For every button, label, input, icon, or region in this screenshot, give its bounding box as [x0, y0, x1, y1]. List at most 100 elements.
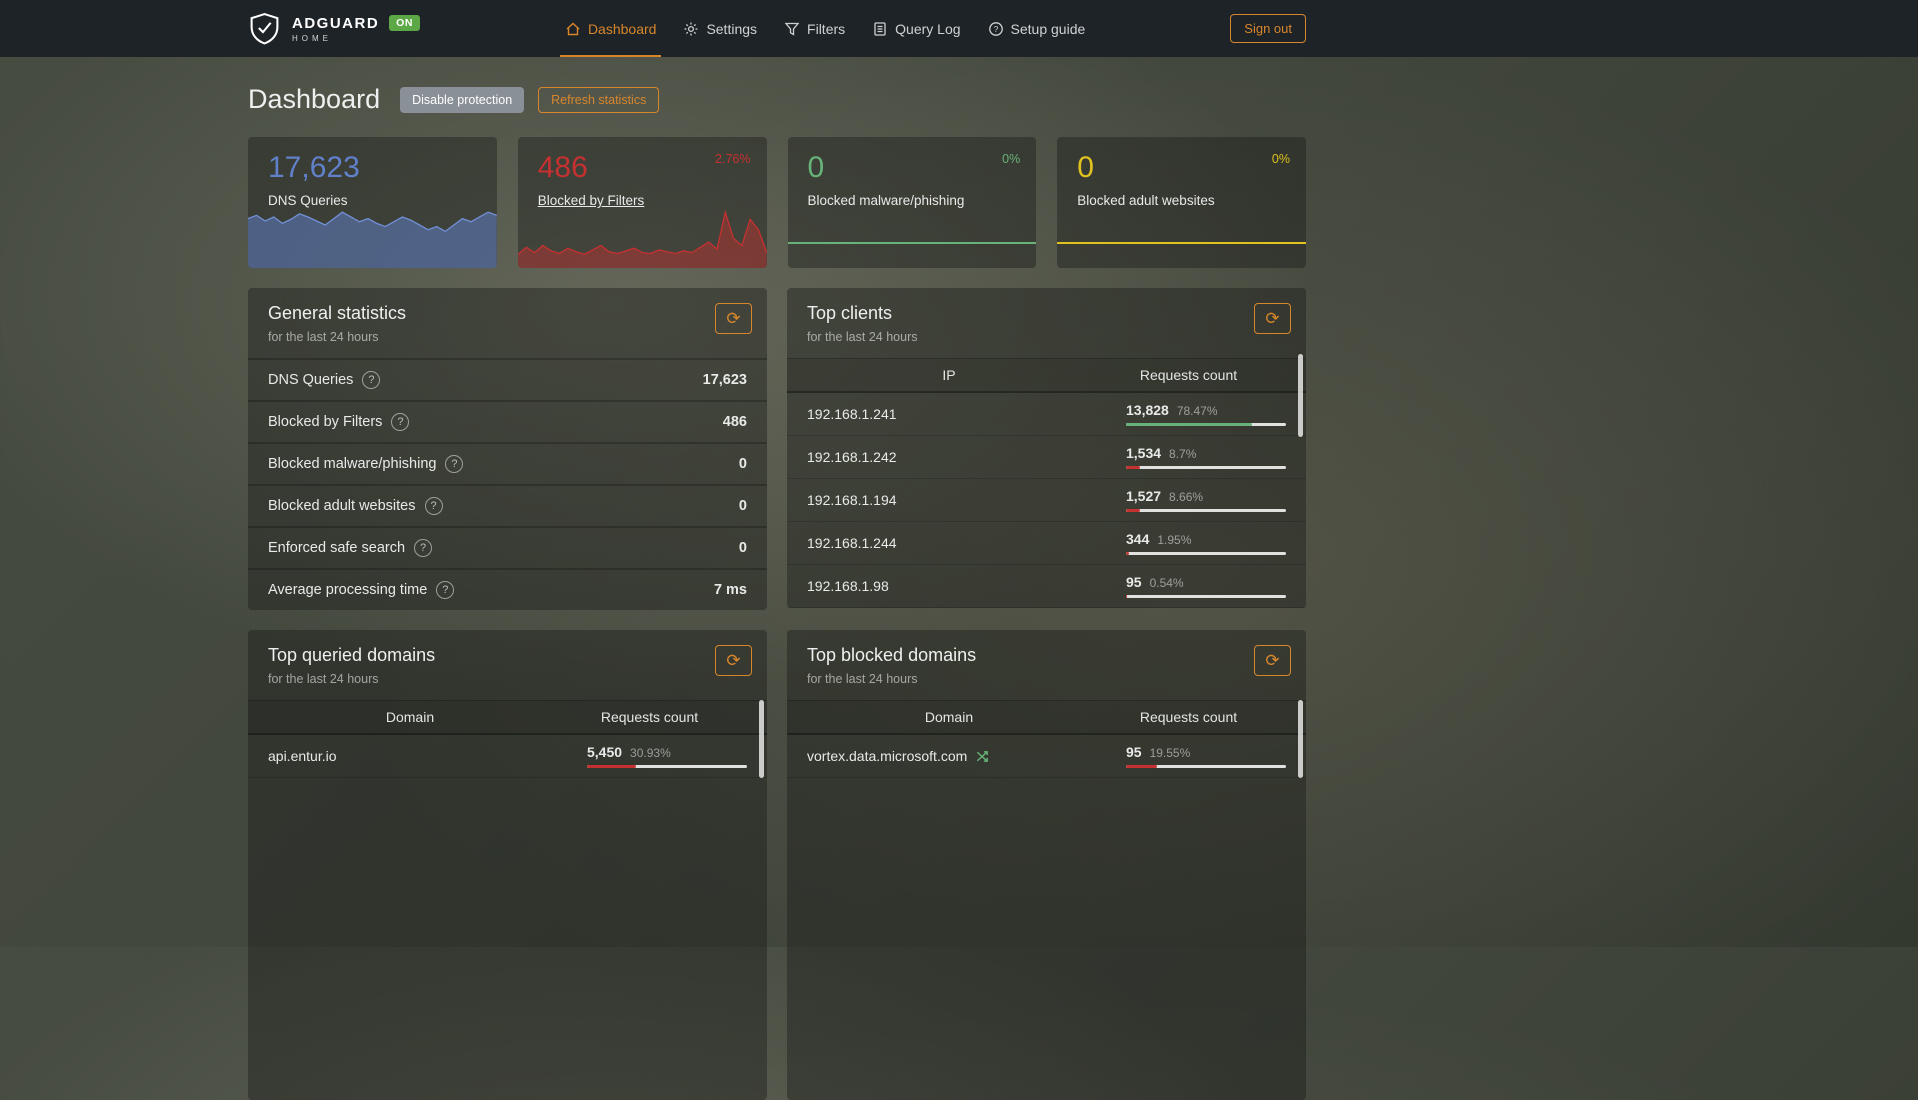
- funnel-icon: [784, 22, 800, 36]
- client-row: 192.168.1.244 344 1.95%: [787, 522, 1306, 565]
- help-icon[interactable]: ?: [362, 371, 381, 389]
- nav-item-dashboard[interactable]: Dashboard: [559, 0, 661, 57]
- nav-item-filters[interactable]: Filters: [784, 0, 845, 57]
- panel-title: General statistics: [268, 303, 407, 323]
- scrollbar-thumb[interactable]: [1298, 354, 1303, 437]
- progress-track: [1126, 765, 1286, 768]
- stat-card-label-link[interactable]: Blocked by Filters: [537, 193, 645, 208]
- nav-item-label: Settings: [706, 20, 758, 37]
- progress-track: [1126, 423, 1286, 426]
- top-clients-panel: Top clients for the last 24 hours ⟳ IP R…: [787, 288, 1306, 608]
- progress-fill: [1126, 466, 1140, 469]
- table-header: Domain Requests count: [787, 700, 1306, 735]
- progress-track: [1126, 509, 1286, 512]
- column-header-domain: Domain: [924, 709, 974, 725]
- stat-card-label: Blocked adult websites: [1077, 193, 1215, 208]
- stat-label: Average processing time: [268, 582, 428, 598]
- nav-item-settings[interactable]: Settings: [683, 0, 757, 57]
- unblock-icon[interactable]: [975, 749, 990, 764]
- panel-refresh-button[interactable]: ⟳: [1254, 645, 1291, 676]
- help-icon[interactable]: ?: [414, 539, 433, 557]
- stat-label: Blocked by Filters: [268, 414, 383, 430]
- progress-fill: [1126, 595, 1127, 598]
- stat-value: 7 ms: [713, 582, 747, 598]
- stat-card-dns-queries: 17,623 DNS Queries: [248, 137, 497, 268]
- column-header-requests: Requests count: [1139, 367, 1238, 383]
- stat-row: Blocked malware/phishing? 0: [248, 442, 767, 484]
- bottom-panel-row: Top queried domains for the last 24 hour…: [248, 630, 1306, 1100]
- progress-fill: [1126, 552, 1130, 555]
- refresh-icon: ⟳: [1265, 651, 1280, 670]
- progress-fill: [1126, 765, 1158, 768]
- column-header-requests: Requests count: [600, 709, 699, 725]
- client-row: 192.168.1.98 95 0.54%: [787, 565, 1306, 608]
- dns-queries-sparkline: [248, 206, 497, 268]
- stat-value: 17,623: [702, 372, 747, 388]
- progress-track: [587, 765, 747, 768]
- request-count: 95: [1126, 744, 1142, 760]
- scrollbar-thumb[interactable]: [759, 700, 764, 778]
- client-row: 192.168.1.242 1,534 8.7%: [787, 436, 1306, 479]
- stat-card-percent: 0%: [1271, 152, 1290, 166]
- panel-refresh-button[interactable]: ⟳: [715, 645, 752, 676]
- brand-subtitle: HOME: [292, 33, 332, 43]
- stat-row: DNS Queries? 17,623: [248, 358, 767, 400]
- nav-item-label: Filters: [807, 20, 846, 37]
- page-title: Dashboard: [248, 84, 381, 114]
- stat-card-value: 17,623: [268, 151, 360, 184]
- nav-item-query-log[interactable]: Query Log: [872, 0, 961, 57]
- help-icon[interactable]: ?: [391, 413, 410, 431]
- request-count: 5,450: [587, 744, 623, 760]
- request-count: 344: [1126, 531, 1150, 547]
- status-badge: ON: [389, 15, 420, 31]
- home-icon: [566, 22, 580, 35]
- top-queried-domains-panel: Top queried domains for the last 24 hour…: [248, 630, 767, 1100]
- panel-refresh-button[interactable]: ⟳: [715, 303, 752, 334]
- column-header-domain: Domain: [385, 709, 435, 725]
- client-row: 192.168.1.194 1,527 8.66%: [787, 479, 1306, 522]
- request-percent: 8.7%: [1169, 447, 1197, 461]
- stat-value: 0: [738, 540, 747, 556]
- help-icon[interactable]: ?: [436, 581, 455, 599]
- request-count: 1,527: [1126, 488, 1162, 504]
- panel-title: Top blocked domains: [807, 645, 977, 665]
- request-percent: 78.47%: [1176, 404, 1218, 418]
- stat-label: Blocked malware/phishing: [268, 456, 437, 472]
- table-header: IP Requests count: [787, 358, 1306, 393]
- help-icon[interactable]: ?: [445, 455, 464, 473]
- column-header-requests: Requests count: [1139, 709, 1238, 725]
- panel-title: Top clients: [807, 303, 893, 323]
- table-header: Domain Requests count: [248, 700, 767, 735]
- column-header-ip: IP: [942, 367, 956, 383]
- panel-refresh-button[interactable]: ⟳: [1254, 303, 1291, 334]
- stat-card-value: 0: [1077, 151, 1094, 184]
- refresh-icon: ⟳: [1265, 309, 1280, 328]
- stat-value: 0: [738, 456, 747, 472]
- stat-value: 0: [738, 498, 747, 514]
- disable-protection-button[interactable]: Disable protection: [400, 86, 525, 113]
- scrollbar-thumb[interactable]: [1298, 700, 1303, 778]
- stat-label: Enforced safe search: [268, 540, 406, 556]
- client-row: 192.168.1.241 13,828 78.47%: [787, 393, 1306, 436]
- brand[interactable]: ADGUARD ON HOME: [248, 12, 420, 45]
- panel-subtitle: for the last 24 hours: [268, 330, 379, 344]
- adguard-shield-logo: [250, 12, 279, 45]
- stat-card-blocked-malware: 0 Blocked malware/phishing 0%: [787, 137, 1037, 268]
- stat-card-value: 0: [807, 151, 825, 184]
- stat-card-label: DNS Queries: [268, 193, 348, 208]
- refresh-icon: ⟳: [726, 651, 741, 670]
- sign-out-button[interactable]: Sign out: [1230, 14, 1306, 43]
- nav-menu: Dashboard Settings Filters: [559, 0, 1085, 57]
- refresh-statistics-button[interactable]: Refresh statistics: [538, 86, 660, 113]
- dashboard-page: Dashboard Disable protection Refresh sta…: [248, 84, 1306, 1100]
- domain-row: vortex.data.microsoft.com 95 19.55%: [787, 735, 1306, 778]
- help-icon[interactable]: ?: [424, 497, 443, 515]
- request-percent: 0.54%: [1149, 576, 1184, 590]
- stat-label: DNS Queries: [268, 372, 354, 388]
- stat-card-blocked-filters: 486 Blocked by Filters 2.76%: [517, 137, 767, 268]
- nav-item-setup-guide[interactable]: ? Setup guide: [988, 0, 1085, 57]
- client-ip: 192.168.1.98: [807, 578, 889, 594]
- brand-title: ADGUARD: [292, 14, 380, 32]
- request-count: 13,828: [1126, 402, 1169, 418]
- stat-card-percent: 0%: [1002, 152, 1021, 166]
